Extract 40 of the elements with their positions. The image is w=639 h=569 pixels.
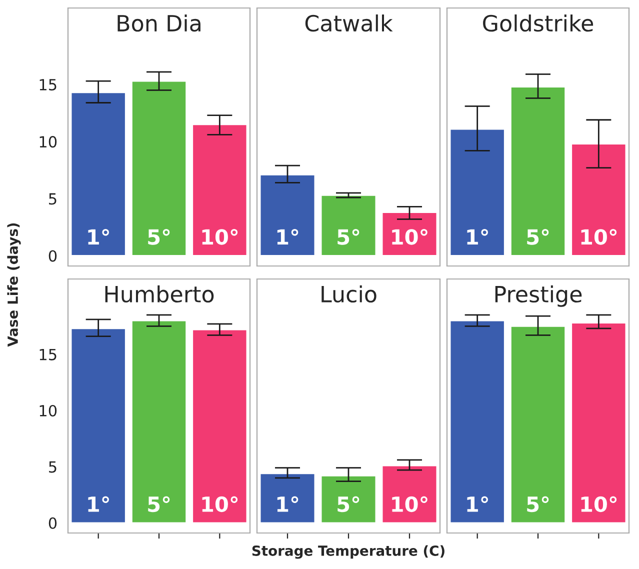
- x-axis-title: Storage Temperature (C): [252, 545, 444, 559]
- category-label: 10°: [202, 228, 238, 245]
- y-tick-label: 15: [40, 79, 56, 91]
- category-label: 10°: [202, 496, 238, 512]
- category-label: 5°: [148, 496, 170, 512]
- y-tick-label: 15: [40, 348, 56, 360]
- category-label: 5°: [338, 496, 360, 512]
- category-label: 10°: [581, 228, 617, 245]
- bar: [192, 328, 248, 524]
- y-tick-label: 0: [48, 517, 57, 529]
- chart-title: Lucio: [322, 285, 376, 303]
- bar: [131, 320, 187, 524]
- category-label: 10°: [392, 228, 428, 245]
- category-label: 5°: [527, 228, 549, 245]
- chart-title: Catwalk: [305, 14, 393, 32]
- category-label: 1°: [467, 228, 488, 245]
- y-tick-label: 10: [40, 404, 57, 417]
- bar: [70, 328, 126, 524]
- category-label: 1°: [467, 496, 488, 512]
- chart-title: Prestige: [495, 285, 582, 307]
- y-tick-label: 10: [40, 136, 57, 148]
- y-tick-label: 0: [48, 250, 57, 262]
- y-axis-title: Vase Life (days): [7, 223, 21, 347]
- bar: [131, 80, 187, 256]
- category-label: 1°: [277, 228, 298, 245]
- y-tick-label: 5: [49, 193, 56, 205]
- y-tick-label: 5: [49, 461, 56, 473]
- chart-title: Humberto: [105, 285, 214, 303]
- chart-title: Goldstrike: [483, 14, 594, 32]
- category-label: 1°: [88, 228, 109, 245]
- category-label: 5°: [148, 228, 170, 245]
- category-label: 10°: [581, 496, 617, 512]
- bar: [192, 124, 248, 256]
- category-label: 5°: [527, 496, 549, 512]
- bar: [70, 92, 126, 256]
- category-label: 1°: [88, 496, 109, 512]
- chart-title: Bon Dia: [118, 14, 200, 32]
- category-label: 1°: [277, 496, 298, 512]
- category-label: 10°: [392, 496, 428, 512]
- category-label: 5°: [338, 228, 360, 245]
